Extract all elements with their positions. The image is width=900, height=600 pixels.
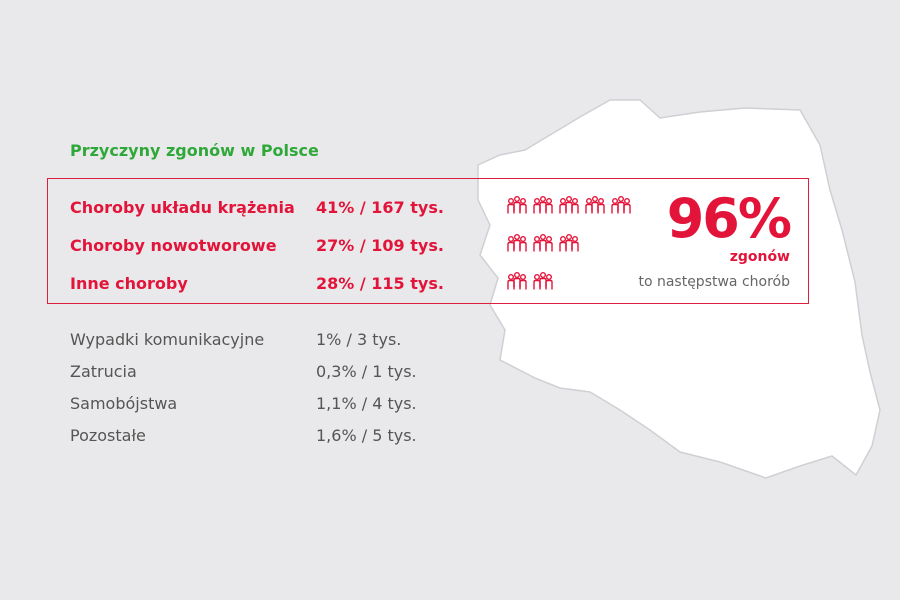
cause-value: 1% / 3 tys.: [316, 330, 402, 349]
cause-value: 27% / 109 tys.: [316, 236, 444, 255]
page-title: Przyczyny zgonów w Polsce: [70, 141, 319, 160]
people-icon: [507, 196, 527, 214]
minor-cause-row: Samobójstwa 1,1% / 4 tys.: [70, 394, 417, 416]
people-icon: [611, 196, 631, 214]
cause-label: Wypadki komunikacyjne: [70, 330, 265, 349]
summary-percent: 96%: [666, 187, 792, 250]
people-icon: [507, 234, 527, 252]
people-icon: [533, 272, 553, 290]
cause-value: 1,6% / 5 tys.: [316, 426, 417, 445]
people-icon-group: [505, 196, 633, 218]
people-icon: [585, 196, 605, 214]
people-icon: [533, 234, 553, 252]
major-cause-row: Choroby układu krążenia 41% / 167 tys.: [70, 198, 444, 222]
major-cause-row: Choroby nowotworowe 27% / 109 tys.: [70, 236, 444, 260]
people-icon-group: [505, 272, 555, 294]
cause-label: Samobójstwa: [70, 394, 178, 413]
cause-value: 41% / 167 tys.: [316, 198, 444, 217]
cause-value: 0,3% / 1 tys.: [316, 362, 417, 381]
people-icon: [559, 234, 579, 252]
minor-cause-row: Zatrucia 0,3% / 1 tys.: [70, 362, 417, 384]
cause-label: Inne choroby: [70, 274, 188, 293]
cause-value: 1,1% / 4 tys.: [316, 394, 417, 413]
major-causes-frame: [47, 178, 809, 304]
minor-cause-row: Wypadki komunikacyjne 1% / 3 tys.: [70, 330, 401, 352]
summary-sub: zgonów: [729, 249, 790, 265]
people-icon-group: [505, 234, 581, 256]
cause-label: Pozostałe: [70, 426, 146, 445]
minor-cause-row: Pozostałe 1,6% / 5 tys.: [70, 426, 417, 448]
cause-label: Choroby nowotworowe: [70, 236, 277, 255]
people-icon: [507, 272, 527, 290]
cause-label: Zatrucia: [70, 362, 137, 381]
cause-label: Choroby układu krążenia: [70, 198, 295, 217]
cause-value: 28% / 115 tys.: [316, 274, 444, 293]
people-icon: [559, 196, 579, 214]
summary-caption: to następstwa chorób: [638, 274, 790, 290]
major-cause-row: Inne choroby 28% / 115 tys.: [70, 274, 444, 298]
people-icon: [533, 196, 553, 214]
